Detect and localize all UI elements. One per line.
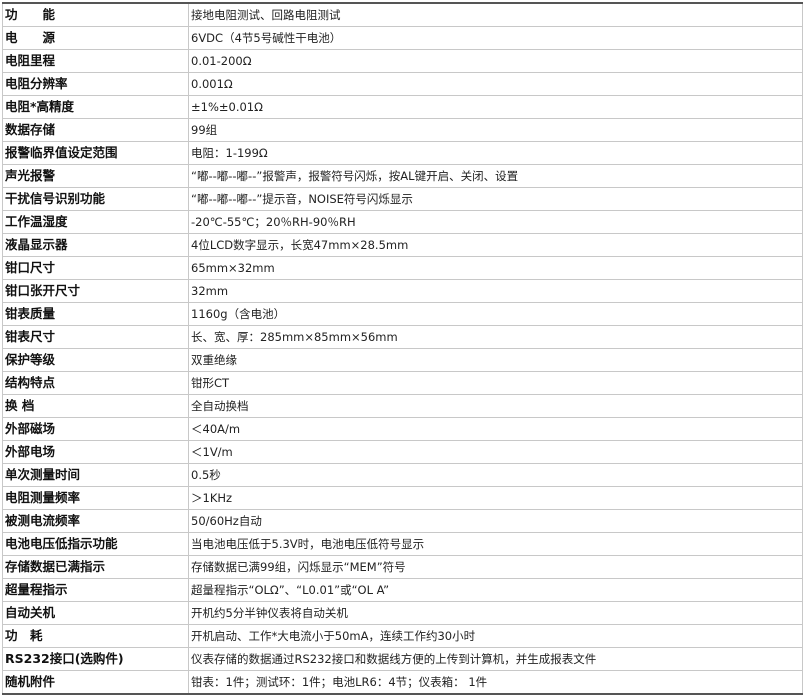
spec-label: 钳表质量	[2, 302, 189, 326]
spec-value: 长、宽、厚：285mm×85mm×56mm	[188, 325, 803, 349]
spec-label: 超量程指示	[2, 578, 189, 602]
table-row: 工作温湿度 -20℃-55℃；20％RH-90％RH	[2, 210, 803, 234]
spec-value: 6VDC（4节5号碱性干电池）	[188, 26, 803, 50]
spec-label: RS232接口(选购件)	[2, 647, 189, 671]
spec-label: 钳口张开尺寸	[2, 279, 189, 303]
table-row: 报警临界值设定范围 电阻：1-199Ω	[2, 141, 803, 165]
spec-value: 开机启动、工作*大电流小于50mA，连续工作约30小时	[188, 624, 803, 648]
spec-label: 功 耗	[2, 624, 189, 648]
spec-value: 4位LCD数字显示，长宽47mm×28.5mm	[188, 233, 803, 257]
table-row: 电阻里程 0.01-200Ω	[2, 49, 803, 73]
table-row: 干扰信号识别功能 “嘟--嘟--嘟--”提示音，NOISE符号闪烁显示	[2, 187, 803, 211]
table-row: 电阻测量频率 ＞1KHz	[2, 486, 803, 510]
spec-label: 数据存储	[2, 118, 189, 142]
spec-label: 电 源	[2, 26, 189, 50]
spec-value: 全自动换档	[188, 394, 803, 418]
table-row: 液晶显示器 4位LCD数字显示，长宽47mm×28.5mm	[2, 233, 803, 257]
table-row: 随机附件 钳表：1件；测试环：1件；电池LR6：4节；仪表箱： 1件	[2, 670, 803, 695]
spec-value: 存储数据已满99组，闪烁显示“MEM”符号	[188, 555, 803, 579]
table-row: 电阻*高精度 ±1%±0.01Ω	[2, 95, 803, 119]
table-row: 声光报警 “嘟--嘟--嘟--”报警声，报警符号闪烁，按AL键开启、关闭、设置	[2, 164, 803, 188]
spec-value: 50/60Hz自动	[188, 509, 803, 533]
spec-value: “嘟--嘟--嘟--”提示音，NOISE符号闪烁显示	[188, 187, 803, 211]
spec-label: 电阻测量频率	[2, 486, 189, 510]
spec-value: 65mm×32mm	[188, 256, 803, 280]
table-row: 电 源 6VDC（4节5号碱性干电池）	[2, 26, 803, 50]
spec-value: 开机约5分半钟仪表将自动关机	[188, 601, 803, 625]
table-row: 功 能接地电阻测试、回路电阻测试	[2, 2, 803, 27]
spec-value: ±1%±0.01Ω	[188, 95, 803, 119]
spec-value: 32mm	[188, 279, 803, 303]
table-row: 超量程指示 超量程指示“OLΩ”、“L0.01”或“OL A”	[2, 578, 803, 602]
spec-value: 仪表存储的数据通过RS232接口和数据线方便的上传到计算机，并生成报表文件	[188, 647, 803, 671]
table-row: 换 档全自动换档	[2, 394, 803, 418]
spec-label: 钳表尺寸	[2, 325, 189, 349]
spec-value: 超量程指示“OLΩ”、“L0.01”或“OL A”	[188, 578, 803, 602]
spec-label: 外部电场	[2, 440, 189, 464]
spec-value: ＜1V/m	[188, 440, 803, 464]
spec-label: 单次测量时间	[2, 463, 189, 487]
table-row: 外部磁场 ＜40A/m	[2, 417, 803, 441]
spec-value: 99组	[188, 118, 803, 142]
spec-value: 0.01-200Ω	[188, 49, 803, 73]
table-row: 钳口张开尺寸 32mm	[2, 279, 803, 303]
spec-label: 工作温湿度	[2, 210, 189, 234]
table-row: 电阻分辨率 0.001Ω	[2, 72, 803, 96]
spec-label: 被测电流频率	[2, 509, 189, 533]
spec-label: 电阻分辨率	[2, 72, 189, 96]
spec-value: 1160g（含电池）	[188, 302, 803, 326]
spec-value: 钳表：1件；测试环：1件；电池LR6：4节；仪表箱： 1件	[188, 670, 803, 695]
spec-label: 电阻*高精度	[2, 95, 189, 119]
spec-label: 钳口尺寸	[2, 256, 189, 280]
spec-label: 液晶显示器	[2, 233, 189, 257]
spec-value: 0.5秒	[188, 463, 803, 487]
spec-label: 自动关机	[2, 601, 189, 625]
table-row: 外部电场 ＜1V/m	[2, 440, 803, 464]
spec-label: 报警临界值设定范围	[2, 141, 189, 165]
table-row: 钳口尺寸 65mm×32mm	[2, 256, 803, 280]
table-row: 自动关机 开机约5分半钟仪表将自动关机	[2, 601, 803, 625]
spec-label: 功 能	[2, 2, 189, 27]
table-row: 单次测量时间 0.5秒	[2, 463, 803, 487]
spec-label: 存储数据已满指示	[2, 555, 189, 579]
spec-label: 干扰信号识别功能	[2, 187, 189, 211]
table-row: 存储数据已满指示 存储数据已满99组，闪烁显示“MEM”符号	[2, 555, 803, 579]
spec-value: 接地电阻测试、回路电阻测试	[188, 2, 803, 27]
table-row: 钳表质量 1160g（含电池）	[2, 302, 803, 326]
spec-value: 当电池电压低于5.3V时，电池电压低符号显示	[188, 532, 803, 556]
table-row: 功 耗开机启动、工作*大电流小于50mA，连续工作约30小时	[2, 624, 803, 648]
spec-value: ＞1KHz	[188, 486, 803, 510]
table-row: 保护等级 双重绝缘	[2, 348, 803, 372]
spec-label: 换 档	[2, 394, 189, 418]
table-row: 钳表尺寸 长、宽、厚：285mm×85mm×56mm	[2, 325, 803, 349]
spec-label: 外部磁场	[2, 417, 189, 441]
spec-label: 随机附件	[2, 670, 189, 695]
spec-value: “嘟--嘟--嘟--”报警声，报警符号闪烁，按AL键开启、关闭、设置	[188, 164, 803, 188]
table-row: 被测电流频率 50/60Hz自动	[2, 509, 803, 533]
spec-value: 电阻：1-199Ω	[188, 141, 803, 165]
spec-value: 0.001Ω	[188, 72, 803, 96]
table-row: RS232接口(选购件) 仪表存储的数据通过RS232接口和数据线方便的上传到计算…	[2, 647, 803, 671]
spec-label: 声光报警	[2, 164, 189, 188]
spec-value: 钳形CT	[188, 371, 803, 395]
table-row: 电池电压低指示功能 当电池电压低于5.3V时，电池电压低符号显示	[2, 532, 803, 556]
spec-label: 电池电压低指示功能	[2, 532, 189, 556]
table-row: 结构特点 钳形CT	[2, 371, 803, 395]
spec-label: 结构特点	[2, 371, 189, 395]
spec-label: 电阻里程	[2, 49, 189, 73]
table-row: 数据存储 99组	[2, 118, 803, 142]
spec-value: ＜40A/m	[188, 417, 803, 441]
spec-value: 双重绝缘	[188, 348, 803, 372]
spec-value: -20℃-55℃；20％RH-90％RH	[188, 210, 803, 234]
spec-label: 保护等级	[2, 348, 189, 372]
